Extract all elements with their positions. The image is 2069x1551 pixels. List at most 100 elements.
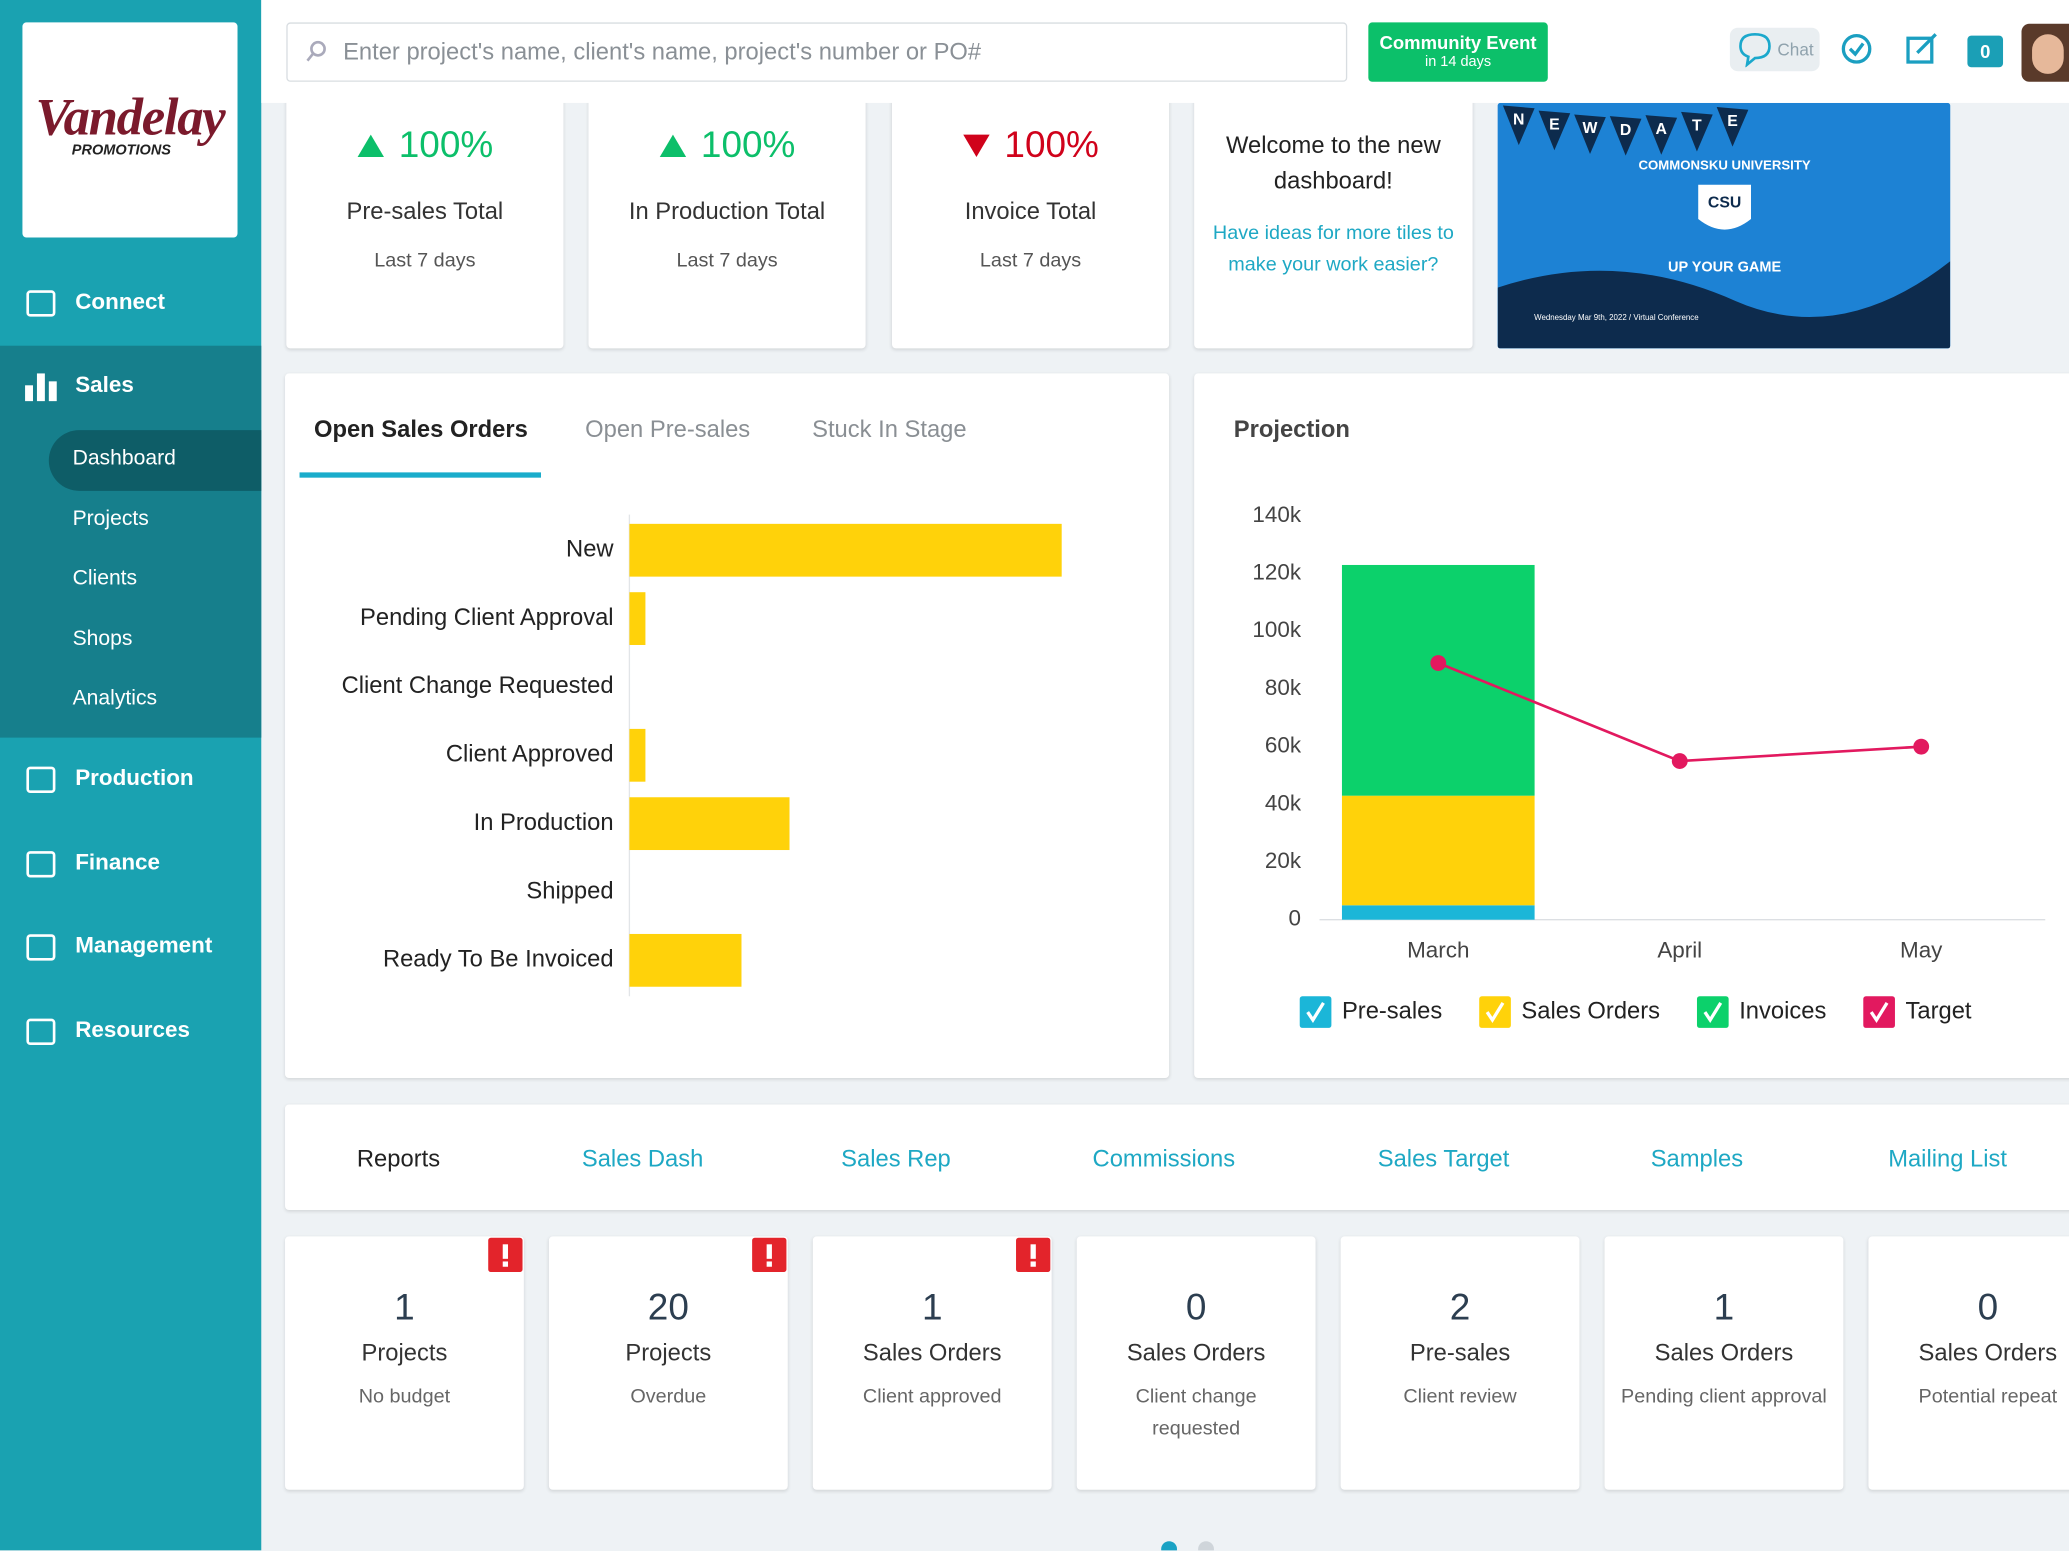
notes-icon[interactable] — [1904, 32, 1941, 69]
nav-item[interactable]: Sales — [75, 372, 134, 398]
summary-tile[interactable]: 1 Sales Orders Pending client approval — [1604, 1236, 1844, 1490]
report-link[interactable]: Commissions — [1092, 1145, 1236, 1172]
alert-mark — [502, 1244, 509, 1267]
logo-name: Vandelay — [35, 87, 226, 147]
welcome-tile: Welcome to the new dashboard! Have ideas … — [1194, 79, 1473, 349]
banner-wave — [1497, 261, 1951, 349]
banner-title: COMMONSKU UNIVERSITY — [1639, 158, 1811, 173]
stat-period: Last 7 days — [979, 249, 1082, 272]
nav-item[interactable]: Management — [75, 932, 213, 958]
tile-subtitle: Pending client approval — [1621, 1385, 1827, 1408]
summary-tile[interactable]: 2 Pre-sales Client review — [1340, 1236, 1580, 1490]
stat-label: Pre-sales Total — [346, 197, 504, 225]
nav-subitem[interactable]: Shops — [72, 627, 133, 650]
avatar-face — [2032, 34, 2064, 74]
tab[interactable]: Open Sales Orders — [313, 415, 528, 443]
chat-label: Chat — [1777, 39, 1814, 60]
nav-subitem[interactable]: Clients — [72, 567, 138, 590]
search-icon — [306, 40, 326, 62]
banner-flag-letter: N — [1513, 111, 1524, 128]
tasks-icon[interactable] — [1839, 32, 1876, 69]
stat-value-row: 100% — [286, 124, 563, 166]
welcome-link[interactable]: Have ideas for more tiles to make your w… — [1212, 221, 1454, 276]
banner-flag-letter: E — [1727, 113, 1738, 130]
banner-flag-letter: E — [1549, 116, 1560, 133]
tile-subtitle: Client review — [1403, 1385, 1517, 1408]
stat-tile: 100% Pre-sales Total Last 7 days — [286, 79, 564, 349]
nav-subitem[interactable]: Dashboard — [72, 447, 176, 470]
tile-title: Sales Orders — [1654, 1339, 1794, 1366]
projection-panel: Projection — [1194, 373, 2069, 1079]
stat-period: Last 7 days — [374, 249, 476, 272]
stat-tile: 100% In Production Total Last 7 days — [588, 79, 866, 349]
trend-arrow — [963, 134, 990, 158]
summary-tile[interactable]: 0 Sales Orders Potential repeat — [1868, 1236, 2069, 1490]
nav-item[interactable]: Connect — [75, 288, 165, 315]
banner-flag — [1681, 111, 1713, 152]
tile-title: Sales Orders — [1126, 1339, 1266, 1366]
banner-badge: CSU — [1708, 194, 1741, 211]
notification-badge[interactable]: 0 — [1967, 35, 2004, 68]
report-link[interactable]: Sales Dash — [581, 1145, 704, 1172]
alert-icon — [752, 1237, 787, 1273]
stat-label: Invoice Total — [964, 197, 1097, 225]
report-link[interactable]: Mailing List — [1888, 1145, 2008, 1172]
tab[interactable]: Open Pre-sales — [585, 415, 751, 443]
banner-flag-letter: T — [1692, 118, 1702, 135]
welcome-title: Welcome to the new dashboard! — [1225, 131, 1441, 194]
banner-shield — [1698, 184, 1752, 230]
nav-icon — [26, 851, 56, 878]
avatar[interactable] — [2021, 23, 2069, 82]
banner-flag — [1716, 107, 1749, 147]
nav-subitem[interactable]: Projects — [72, 507, 149, 530]
nav-item[interactable]: Production — [75, 765, 194, 791]
tile-count: 0 — [1185, 1286, 1207, 1328]
nav-item[interactable]: Finance — [75, 849, 160, 875]
report-link[interactable]: Sales Target — [1377, 1145, 1510, 1172]
report-link[interactable]: Sales Rep — [841, 1145, 951, 1172]
alert-icon — [1016, 1237, 1051, 1273]
event-banner[interactable]: N E W D A T E COMMONSKU UNIVERSITY CSU UP YOUR GA… — [1497, 102, 1951, 349]
banner-footer: Wednesday Mar 9th, 2022 / Virtual Confer… — [1534, 313, 1699, 322]
banner-flag-letter: A — [1656, 121, 1668, 138]
alert-mark — [766, 1244, 772, 1267]
tile-subtitle: Client change requested — [1135, 1385, 1257, 1440]
banner-flag — [1502, 105, 1535, 146]
summary-tile[interactable]: 20 Projects Overdue — [548, 1236, 788, 1490]
pager-dot[interactable] — [1161, 1541, 1178, 1551]
tile-subtitle: Potential repeat — [1918, 1385, 2058, 1408]
tile-subtitle: Overdue — [630, 1385, 707, 1408]
stat-value: 100% — [1004, 124, 1099, 165]
sidebar — [0, 0, 262, 1551]
banner-flag — [1574, 114, 1606, 155]
tile-title: Pre-sales — [1409, 1339, 1511, 1366]
chat-button[interactable]: Chat — [1729, 27, 1820, 72]
pager-dot[interactable] — [1198, 1541, 1214, 1551]
header: Enter project's name, client's name, pro… — [261, 0, 2069, 103]
tile-title: Projects — [361, 1339, 448, 1366]
logo-tagline: PROMOTIONS — [71, 142, 171, 159]
search-box[interactable]: Enter project's name, client's name, pro… — [286, 22, 1348, 82]
stat-tile: 100% Invoice Total Last 7 days — [891, 79, 1170, 349]
stat-value-row: 100% — [892, 124, 1169, 166]
sales-section — [0, 345, 262, 738]
event-button[interactable]: Community Event in 14 days — [1368, 22, 1548, 82]
banner-flag-letter: W — [1583, 120, 1598, 137]
nav-active-bg — [48, 430, 262, 491]
summary-tile[interactable]: 1 Projects No budget — [285, 1236, 524, 1490]
report-link[interactable]: Samples — [1650, 1145, 1744, 1172]
tile-title: Projects — [625, 1339, 712, 1366]
summary-tile[interactable]: 1 Sales Orders Client approved — [812, 1236, 1052, 1490]
tile-count: 20 — [647, 1286, 689, 1328]
tab[interactable]: Stuck In Stage — [812, 415, 967, 443]
tile-title: Sales Orders — [1918, 1339, 2058, 1366]
tile-count: 1 — [1713, 1286, 1735, 1328]
tile-count: 1 — [921, 1286, 943, 1328]
nav-subitem[interactable]: Analytics — [72, 687, 158, 710]
tile-count: 2 — [1449, 1286, 1471, 1328]
summary-tile[interactable]: 0 Sales Orders Client change requested — [1076, 1236, 1316, 1490]
nav-item[interactable]: Resources — [75, 1017, 190, 1043]
stat-label: In Production Total — [628, 197, 826, 225]
